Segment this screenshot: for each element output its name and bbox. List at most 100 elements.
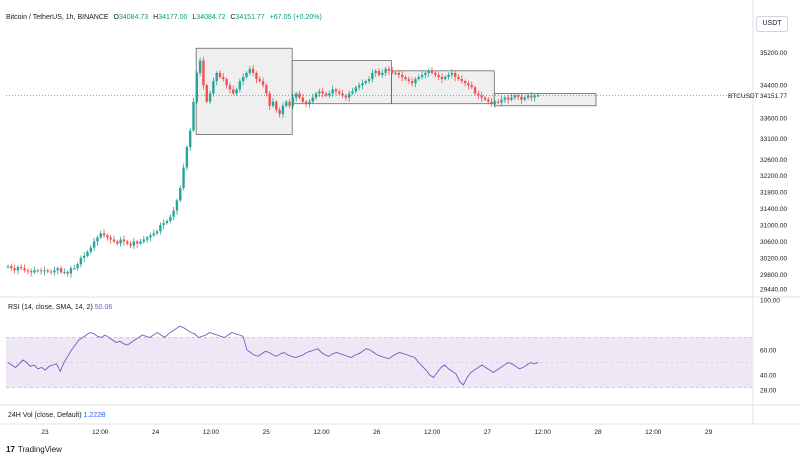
time-tick-label: 12:00 <box>92 429 109 436</box>
candle-body <box>82 255 86 258</box>
candle-body <box>414 79 417 84</box>
time-tick-label: 24 <box>152 429 160 436</box>
volume-label: 24H Vol (close, Default) <box>8 412 82 419</box>
candle-body <box>215 72 218 82</box>
price-tag-symbol: BTCUSDT <box>728 93 759 100</box>
candle-body <box>314 93 318 98</box>
price-tick-label: 34400.00 <box>760 83 787 90</box>
candle-body <box>490 101 493 104</box>
candle-body <box>520 96 523 100</box>
tradingview-logo[interactable]: 17 TradingView <box>6 445 62 454</box>
candle-body <box>232 89 235 94</box>
open-label: O <box>113 14 119 21</box>
candle-body <box>139 241 142 244</box>
candle-body <box>444 77 447 80</box>
candle-body <box>228 85 232 90</box>
candle-body <box>328 93 331 96</box>
price-tick-label: 31000.00 <box>760 223 787 230</box>
candle-body <box>271 101 275 106</box>
rsi-line <box>7 325 539 386</box>
candle-body <box>126 241 129 244</box>
candle-body <box>165 220 169 224</box>
range-box <box>195 47 293 135</box>
candle-body <box>430 70 434 73</box>
price-tick-label: 32200.00 <box>760 173 787 180</box>
candle-body <box>159 225 162 232</box>
candle-body <box>76 264 79 269</box>
time-tick-label: 23 <box>41 429 49 436</box>
time-tick-label: 12:00 <box>645 429 662 436</box>
candle-body <box>447 74 450 78</box>
close-value: 34151.77 <box>235 14 265 21</box>
price-tick-label: 33600.00 <box>760 116 787 123</box>
candle-body <box>324 93 328 96</box>
candle-body <box>530 95 533 98</box>
candle-body <box>463 81 467 84</box>
rsi-label: RSI (14, close, SMA, 14, 2) <box>8 304 93 311</box>
price-tick-label: 31400.00 <box>760 206 787 213</box>
candle-body <box>321 91 324 94</box>
candle-body <box>467 83 470 86</box>
candle-body <box>175 200 179 211</box>
open-value: 34084.73 <box>119 14 149 21</box>
price-tick-label: 32600.00 <box>760 157 787 164</box>
candle-body <box>493 101 497 104</box>
candle-body <box>86 251 89 256</box>
candle-body <box>241 77 245 82</box>
candle-body <box>135 241 139 244</box>
candle-body <box>318 91 321 94</box>
candle-body <box>119 239 122 244</box>
candle-body <box>407 79 411 82</box>
price-tick-label: 33100.00 <box>760 136 787 143</box>
high-label: H <box>153 14 159 21</box>
rsi-value: 50.06 <box>94 304 113 311</box>
time-tick-label: 25 <box>263 429 271 436</box>
candle-body <box>387 68 391 71</box>
candle-body <box>331 89 334 94</box>
candle-body <box>394 72 397 74</box>
candle-body <box>404 77 407 80</box>
candle-body <box>470 85 473 88</box>
candle-body <box>457 77 460 80</box>
range-box <box>291 60 392 105</box>
symbol-title: Bitcoin / TetherUS, 1h, BINANCE <box>6 14 109 21</box>
candle-body <box>79 257 83 265</box>
candle-body <box>427 70 430 73</box>
candle-body <box>367 79 371 82</box>
candle-body <box>255 72 258 80</box>
candle-body <box>43 270 46 272</box>
candle-body <box>152 233 155 236</box>
candle-body <box>122 239 126 242</box>
candle-body <box>49 271 53 273</box>
price-tick-label: 31800.00 <box>760 190 787 197</box>
candle-body <box>480 95 483 98</box>
candle-body <box>516 95 520 97</box>
candle-body <box>391 70 394 73</box>
candle-body <box>129 243 132 246</box>
candle-body <box>453 72 457 78</box>
candle-body <box>10 266 13 269</box>
candle-body <box>53 270 56 273</box>
candle-body <box>410 81 414 84</box>
candle-body <box>361 83 364 86</box>
candle-body <box>238 81 242 90</box>
candle-body <box>212 81 215 94</box>
candle-body <box>351 91 354 94</box>
candle-body <box>102 233 106 236</box>
candle-body <box>182 167 185 189</box>
price-tick-label: 35200.00 <box>760 50 787 57</box>
candle-body <box>248 68 252 73</box>
candle-body <box>195 72 199 102</box>
candle-body <box>526 95 530 98</box>
candle-body <box>275 101 278 110</box>
time-tick-label: 27 <box>484 429 492 436</box>
currency-button[interactable]: USDT <box>756 16 788 32</box>
candle-body <box>364 81 367 84</box>
candle-body <box>500 99 503 103</box>
time-tick-label: 12:00 <box>424 429 441 436</box>
candle-body <box>460 79 464 82</box>
candle-body <box>357 85 361 88</box>
candle-body <box>33 270 36 273</box>
candle-body <box>506 97 510 100</box>
